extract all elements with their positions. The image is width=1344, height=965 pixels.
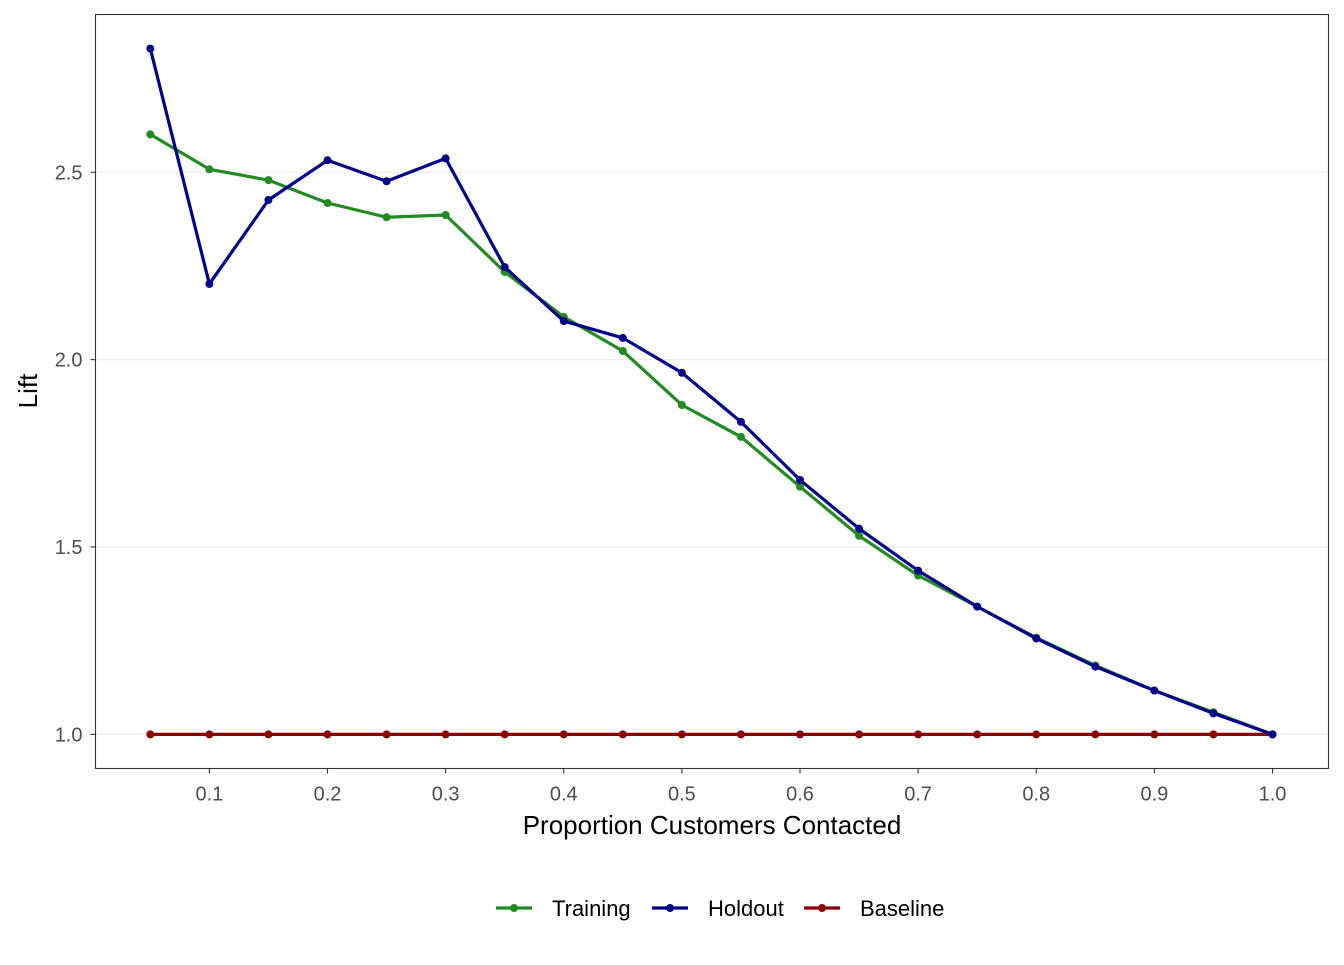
y-tick-label: 1.5 (55, 537, 83, 559)
data-point-training (382, 213, 391, 222)
data-point-baseline (559, 730, 568, 739)
y-axis: 1.0 1.5 2.0 2.5 (55, 162, 96, 746)
legend-label-training: Training (552, 896, 631, 921)
data-point-training (855, 531, 864, 540)
data-point-training (146, 130, 155, 139)
data-point-baseline (1032, 730, 1041, 739)
data-point-baseline (264, 730, 273, 739)
data-point-holdout (796, 475, 805, 484)
data-point-training (736, 432, 745, 441)
legend: Training Holdout Baseline (496, 896, 944, 921)
data-point-baseline (146, 730, 155, 739)
data-point-baseline (1150, 730, 1159, 739)
data-point-training (677, 400, 686, 409)
data-point-baseline (382, 730, 391, 739)
y-tick-label: 2.5 (55, 162, 83, 184)
data-point-holdout (500, 263, 509, 272)
data-point-baseline (677, 730, 686, 739)
series-line-holdout (148, 48, 1274, 736)
data-point-baseline (205, 730, 214, 739)
x-axis-label: Proportion Customers Contacted (523, 810, 902, 840)
data-point-training (205, 165, 214, 174)
data-point-holdout (618, 333, 627, 342)
data-point-baseline (914, 730, 923, 739)
data-point-holdout (441, 154, 450, 163)
data-point-holdout (146, 44, 155, 53)
x-tick-label: 0.7 (904, 784, 932, 806)
x-tick-label: 0.9 (1140, 784, 1168, 806)
x-tick-label: 0.5 (668, 784, 696, 806)
data-point-baseline (323, 730, 332, 739)
data-point-baseline (441, 730, 450, 739)
data-point-holdout (1268, 730, 1277, 739)
x-tick-label: 0.3 (432, 784, 460, 806)
legend-key-point (510, 904, 518, 912)
data-point-training (796, 482, 805, 491)
data-point-baseline (1209, 730, 1218, 739)
data-point-holdout (736, 417, 745, 426)
data-point-training (618, 347, 627, 356)
data-point-holdout (1032, 634, 1041, 643)
data-point-baseline (796, 730, 805, 739)
x-tick-label: 0.6 (786, 784, 814, 806)
y-axis-label: Lift (13, 373, 43, 408)
data-point-baseline (1091, 730, 1100, 739)
legend-label-holdout: Holdout (708, 896, 784, 921)
data-point-holdout (1091, 662, 1100, 671)
data-point-baseline (973, 730, 982, 739)
data-point-baseline (618, 730, 627, 739)
data-point-holdout (382, 177, 391, 186)
data-point-holdout (559, 317, 568, 326)
data-point-training (264, 176, 273, 185)
y-tick-label: 2.0 (55, 350, 83, 372)
data-point-holdout (205, 279, 214, 288)
data-point-baseline (855, 730, 864, 739)
data-point-holdout (1150, 686, 1159, 695)
y-tick-label: 1.0 (55, 724, 83, 746)
x-tick-label: 0.2 (314, 784, 342, 806)
x-tick-label: 1.0 (1259, 784, 1287, 806)
data-point-holdout (914, 566, 923, 575)
series-layer (146, 44, 1277, 739)
data-point-holdout (855, 524, 864, 533)
x-tick-label: 0.1 (195, 784, 223, 806)
x-axis: 0.1 0.2 0.3 0.4 0.5 0.6 0.7 0.8 0.9 1.0 (195, 768, 1287, 806)
plot-panel-border (94, 13, 1330, 770)
legend-key-point (818, 904, 826, 912)
data-point-holdout (973, 602, 982, 611)
data-point-training (323, 199, 332, 207)
data-point-baseline (736, 730, 745, 739)
data-point-training (441, 210, 450, 219)
data-point-holdout (1209, 709, 1218, 718)
x-tick-label: 0.4 (550, 784, 578, 806)
x-tick-label: 0.8 (1022, 784, 1050, 806)
data-point-baseline (500, 730, 509, 739)
legend-label-baseline: Baseline (860, 896, 944, 921)
data-point-holdout (323, 156, 332, 165)
data-point-holdout (677, 368, 686, 377)
legend-key-point (666, 904, 674, 912)
data-point-holdout (264, 196, 273, 205)
